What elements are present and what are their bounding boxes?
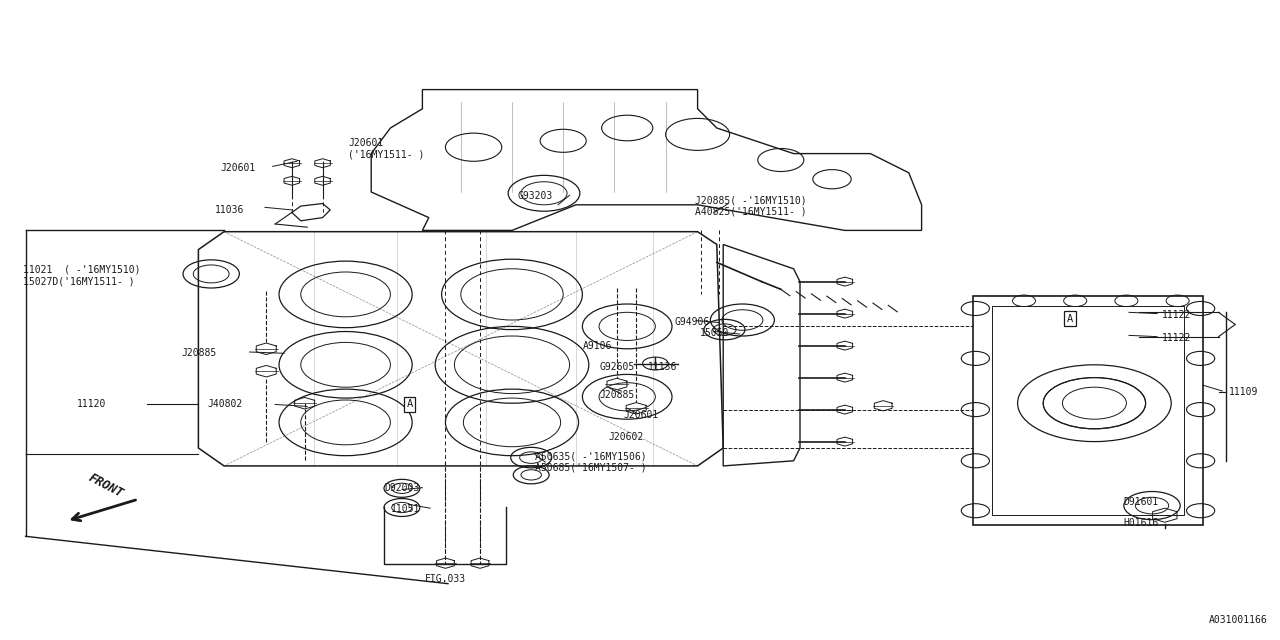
Text: A50635( -'16MY1506)
A50685('16MY1507- ): A50635( -'16MY1506) A50685('16MY1507- ) — [535, 451, 646, 473]
Text: J20885: J20885 — [599, 390, 635, 400]
Text: A: A — [407, 399, 412, 410]
Text: 11136: 11136 — [648, 362, 677, 372]
Text: 11036: 11036 — [215, 205, 244, 215]
Text: 11109: 11109 — [1229, 387, 1258, 397]
Text: J40802: J40802 — [207, 399, 243, 410]
Text: 11122: 11122 — [1162, 333, 1192, 343]
Text: D91601: D91601 — [1124, 497, 1160, 508]
Text: H01616: H01616 — [1124, 518, 1160, 528]
Text: A: A — [1068, 314, 1073, 324]
Text: G93203: G93203 — [517, 191, 553, 201]
Text: 11122: 11122 — [1162, 310, 1192, 320]
Text: J20601: J20601 — [220, 163, 256, 173]
Text: A9106: A9106 — [582, 340, 612, 351]
Text: J20601
('16MY1511- ): J20601 ('16MY1511- ) — [348, 138, 425, 159]
Text: J20602: J20602 — [608, 432, 644, 442]
Text: D92003: D92003 — [384, 483, 420, 493]
Text: 11021  ( -'16MY1510)
15027D('16MY1511- ): 11021 ( -'16MY1510) 15027D('16MY1511- ) — [23, 264, 141, 286]
Text: FIG.033: FIG.033 — [425, 573, 466, 584]
Text: FRONT: FRONT — [87, 472, 125, 500]
Text: J20885: J20885 — [182, 348, 218, 358]
Text: 11120: 11120 — [77, 399, 106, 410]
Text: G92605: G92605 — [599, 362, 635, 372]
Text: J20885( -'16MY1510)
A40825('16MY1511- ): J20885( -'16MY1510) A40825('16MY1511- ) — [695, 195, 806, 217]
Text: J20601: J20601 — [623, 410, 659, 420]
Text: G94906: G94906 — [675, 317, 710, 327]
Text: 15050: 15050 — [700, 328, 730, 338]
Text: 11051: 11051 — [390, 504, 420, 515]
Text: A031001166: A031001166 — [1208, 614, 1267, 625]
